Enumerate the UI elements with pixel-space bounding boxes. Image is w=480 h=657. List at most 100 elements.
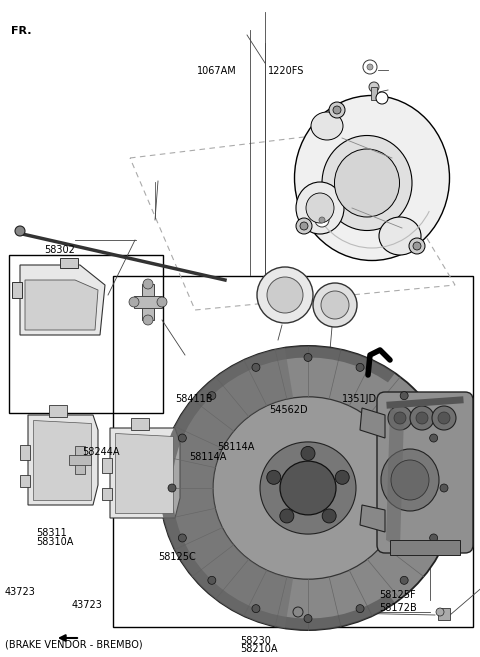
Circle shape xyxy=(208,392,216,399)
Circle shape xyxy=(208,576,216,584)
Text: 43723: 43723 xyxy=(5,587,36,597)
Ellipse shape xyxy=(391,460,429,500)
Circle shape xyxy=(304,614,312,623)
Circle shape xyxy=(400,576,408,584)
Circle shape xyxy=(413,242,421,250)
Text: 54562D: 54562D xyxy=(269,405,307,415)
Circle shape xyxy=(367,64,373,70)
Circle shape xyxy=(143,279,153,289)
Text: 58244A: 58244A xyxy=(83,447,120,457)
Ellipse shape xyxy=(335,149,399,217)
Circle shape xyxy=(313,283,357,327)
Ellipse shape xyxy=(381,449,439,511)
Text: 58114A: 58114A xyxy=(217,442,255,452)
Circle shape xyxy=(329,102,345,118)
Circle shape xyxy=(252,363,260,371)
Circle shape xyxy=(436,608,444,616)
Circle shape xyxy=(321,291,349,319)
Circle shape xyxy=(296,218,312,234)
Polygon shape xyxy=(142,284,154,320)
Circle shape xyxy=(356,604,364,612)
Polygon shape xyxy=(131,418,149,430)
Text: 58311: 58311 xyxy=(36,528,67,538)
Circle shape xyxy=(430,534,438,542)
Circle shape xyxy=(280,509,294,523)
Circle shape xyxy=(267,277,303,313)
Polygon shape xyxy=(360,408,385,438)
Polygon shape xyxy=(390,540,460,555)
Polygon shape xyxy=(20,265,105,335)
Circle shape xyxy=(143,315,153,325)
Polygon shape xyxy=(371,87,377,100)
Circle shape xyxy=(432,406,456,430)
Ellipse shape xyxy=(379,217,421,255)
Circle shape xyxy=(293,607,303,617)
Text: 58230: 58230 xyxy=(240,636,271,646)
Circle shape xyxy=(440,484,448,492)
Circle shape xyxy=(333,106,341,114)
Circle shape xyxy=(304,353,312,361)
Polygon shape xyxy=(102,458,112,473)
Ellipse shape xyxy=(260,442,356,534)
Text: 58172B: 58172B xyxy=(379,603,417,613)
Circle shape xyxy=(410,406,434,430)
Polygon shape xyxy=(110,428,180,518)
FancyBboxPatch shape xyxy=(377,392,473,553)
Circle shape xyxy=(416,412,428,424)
Circle shape xyxy=(179,534,186,542)
Text: (BRAKE VENDOR - BREMBO): (BRAKE VENDOR - BREMBO) xyxy=(5,640,143,650)
Circle shape xyxy=(369,82,379,92)
Circle shape xyxy=(388,406,412,430)
Circle shape xyxy=(335,470,349,484)
Text: FR.: FR. xyxy=(11,26,31,36)
Polygon shape xyxy=(25,280,98,330)
Polygon shape xyxy=(160,348,293,628)
Polygon shape xyxy=(386,408,404,548)
Text: 1220FS: 1220FS xyxy=(268,66,304,76)
Circle shape xyxy=(168,484,176,492)
Polygon shape xyxy=(134,296,162,308)
Ellipse shape xyxy=(295,95,449,260)
Circle shape xyxy=(319,217,325,223)
Text: 1067AM: 1067AM xyxy=(197,66,237,76)
Polygon shape xyxy=(20,445,30,460)
Circle shape xyxy=(409,238,425,254)
Circle shape xyxy=(394,412,406,424)
Ellipse shape xyxy=(296,182,344,234)
Polygon shape xyxy=(115,433,173,513)
Circle shape xyxy=(300,222,308,230)
Circle shape xyxy=(129,297,139,307)
Circle shape xyxy=(322,509,336,523)
Text: 58210A: 58210A xyxy=(240,644,277,654)
Circle shape xyxy=(252,604,260,612)
Text: 58302: 58302 xyxy=(44,245,75,255)
Polygon shape xyxy=(160,346,395,630)
Circle shape xyxy=(400,392,408,399)
Text: 1351JD: 1351JD xyxy=(342,394,377,404)
Circle shape xyxy=(356,363,364,371)
Circle shape xyxy=(363,60,377,74)
Polygon shape xyxy=(49,405,67,417)
Ellipse shape xyxy=(322,135,412,231)
Circle shape xyxy=(301,447,315,461)
Circle shape xyxy=(430,434,438,442)
Text: 58114A: 58114A xyxy=(190,452,227,462)
Polygon shape xyxy=(69,455,91,465)
Circle shape xyxy=(157,297,167,307)
Circle shape xyxy=(257,267,313,323)
Polygon shape xyxy=(12,282,22,298)
Circle shape xyxy=(267,470,281,484)
Polygon shape xyxy=(20,475,30,487)
Circle shape xyxy=(179,434,186,442)
Ellipse shape xyxy=(160,346,456,630)
Text: 58125F: 58125F xyxy=(379,590,416,600)
Ellipse shape xyxy=(311,112,343,140)
Polygon shape xyxy=(28,415,98,505)
Polygon shape xyxy=(360,505,385,532)
Polygon shape xyxy=(60,258,78,268)
Text: 58310A: 58310A xyxy=(36,537,73,547)
Ellipse shape xyxy=(280,461,336,515)
Text: 58125C: 58125C xyxy=(158,552,196,562)
Polygon shape xyxy=(102,488,112,500)
Circle shape xyxy=(438,412,450,424)
